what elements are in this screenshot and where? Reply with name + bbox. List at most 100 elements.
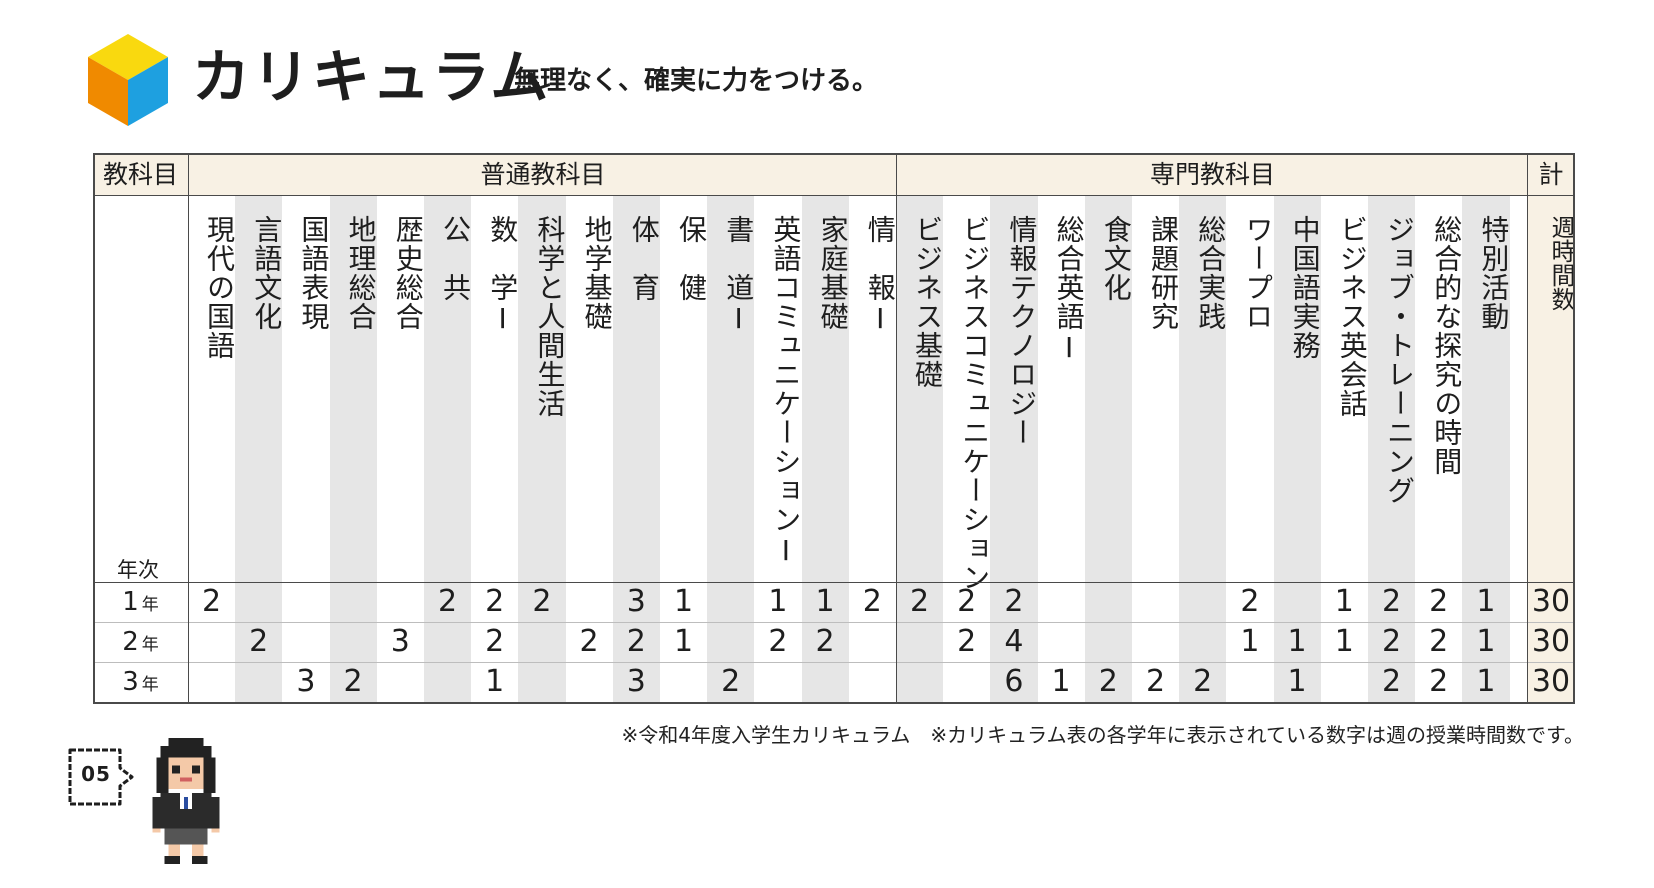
hours-cell: 1 <box>1287 664 1307 699</box>
page-subtitle: 無理なく、確実に力をつける。 <box>514 66 879 96</box>
subject-name: ビジネス英会話 <box>1335 215 1369 418</box>
subject-name: ビジネスコミュニケーション <box>958 215 992 592</box>
subject-name: 科学と人間生活 <box>533 215 567 418</box>
label-column-divider <box>188 153 189 704</box>
hours-cell: 2 <box>1098 664 1118 699</box>
stripe-column <box>329 195 377 704</box>
hours-cell: 2 <box>485 584 505 619</box>
subject-name: 総合英語Ⅰ <box>1052 215 1086 365</box>
year-number: 3 <box>122 667 139 697</box>
stripe-column <box>1462 195 1510 704</box>
hours-cell: 2 <box>532 584 552 619</box>
stripe-column <box>612 195 660 704</box>
subject-name: 数 学Ⅰ <box>486 215 520 336</box>
hours-cell: 2 <box>249 624 269 659</box>
hours-cell: 1 <box>1476 624 1496 659</box>
row-divider <box>93 662 1575 663</box>
hours-cell: 2 <box>909 584 930 619</box>
subject-name: 英語コミュニケーションⅠ <box>769 215 803 568</box>
hours-cell: 3 <box>626 664 646 699</box>
hours-cell: 1 <box>1334 584 1354 619</box>
hours-cell: 2 <box>579 624 599 659</box>
hours-cell: 2 <box>1429 584 1449 619</box>
stripe-column <box>518 195 566 704</box>
hours-cell: 2 <box>485 624 505 659</box>
hours-cell: 1 <box>673 624 694 659</box>
hours-cell: 1 <box>1476 664 1496 699</box>
total-cell: 30 <box>1531 664 1571 699</box>
subject-header: 教科目 <box>102 160 178 189</box>
hours-cell: 2 <box>957 584 977 619</box>
hours-cell: 2 <box>862 584 882 619</box>
stripe-column <box>1368 195 1416 704</box>
hours-cell: 3 <box>626 584 646 619</box>
year-number: 2 <box>122 627 139 657</box>
hours-cell: 1 <box>768 584 788 619</box>
hours-cell: 2 <box>626 624 646 659</box>
hours-cell: 2 <box>1381 584 1402 619</box>
hours-cell: 1 <box>673 584 694 619</box>
page-number-bubble-icon <box>68 748 134 806</box>
subject-name: ワープロ <box>1241 215 1275 331</box>
curriculum-table: 教科目 普通教科目 専門教科目 計 年次 現代の国語 言語文化 国語表現 地理総合 歴史… <box>93 153 1581 704</box>
subject-name: 家庭基礎 <box>816 215 850 331</box>
subject-name: 公 共 <box>439 215 472 302</box>
hours-cell: 2 <box>1145 664 1166 699</box>
hours-cell: 2 <box>815 624 835 659</box>
subject-name: 地理総合 <box>344 215 378 331</box>
stripe-column <box>801 195 849 704</box>
hours-cell: 1 <box>1476 584 1496 619</box>
subject-name: 保 健 <box>675 215 708 302</box>
header-background <box>93 153 1575 195</box>
hours-cell: 1 <box>1051 664 1071 699</box>
student-character-icon <box>152 738 220 864</box>
subject-name: 国語表現 <box>297 215 331 331</box>
subject-name: 体 育 <box>627 215 661 302</box>
header-divider <box>93 195 1575 196</box>
weekly-hours-label: 週時間数 <box>1547 215 1575 311</box>
stripe-column <box>1179 195 1227 704</box>
hours-cell: 2 <box>1004 584 1024 619</box>
page-number: 05 <box>81 762 111 786</box>
total-column-divider <box>1527 153 1528 704</box>
cube-left-face <box>88 57 128 126</box>
subject-name: 中国語実務 <box>1288 215 1322 360</box>
subject-name: 総合的な探究の時間 <box>1430 215 1464 476</box>
page-header: カリキュラム 無理なく、確実に力をつける。 <box>88 34 1588 130</box>
right-border <box>1573 153 1575 704</box>
stripe-column <box>990 195 1038 704</box>
hours-cell: 2 <box>1381 664 1402 699</box>
subject-name: 情報テクノロジー <box>1005 215 1039 447</box>
hours-cell: 2 <box>437 584 458 619</box>
hours-cell: 2 <box>343 664 363 699</box>
total-cell: 30 <box>1531 624 1571 659</box>
hours-cell: 1 <box>1287 624 1307 659</box>
general-specialized-divider <box>896 153 897 704</box>
subject-divider <box>93 582 1575 583</box>
stripe-column <box>707 195 755 704</box>
stripe-column <box>1084 195 1132 704</box>
hours-cell: 2 <box>1429 664 1449 699</box>
stripe-column <box>896 195 944 704</box>
hours-cell: 2 <box>201 584 222 619</box>
subject-name: 現代の国語 <box>203 215 236 360</box>
hours-cell: 2 <box>721 664 741 699</box>
year-unit: 年 <box>141 675 159 695</box>
subject-name: 歴史総合 <box>391 215 425 331</box>
subject-name: ジョブ・トレーニング <box>1383 215 1416 505</box>
total-column-background <box>1527 195 1575 704</box>
hours-cell: 2 <box>1381 624 1402 659</box>
footnote: ※令和4年度入学生カリキュラム ※カリキュラム表の各学年に表示されている数字は週… <box>621 723 1584 747</box>
stripe-column <box>424 195 472 704</box>
general-subjects-header: 普通教科目 <box>480 160 606 189</box>
subject-name: 食文化 <box>1099 215 1133 302</box>
hours-cell: 1 <box>485 664 505 699</box>
total-header: 計 <box>1538 160 1564 189</box>
top-border <box>93 153 1575 155</box>
cube-right-face <box>128 57 168 126</box>
subject-name: 地学基礎 <box>580 215 614 331</box>
hours-cell: 1 <box>815 584 835 619</box>
subject-name: 総合実践 <box>1194 215 1228 331</box>
